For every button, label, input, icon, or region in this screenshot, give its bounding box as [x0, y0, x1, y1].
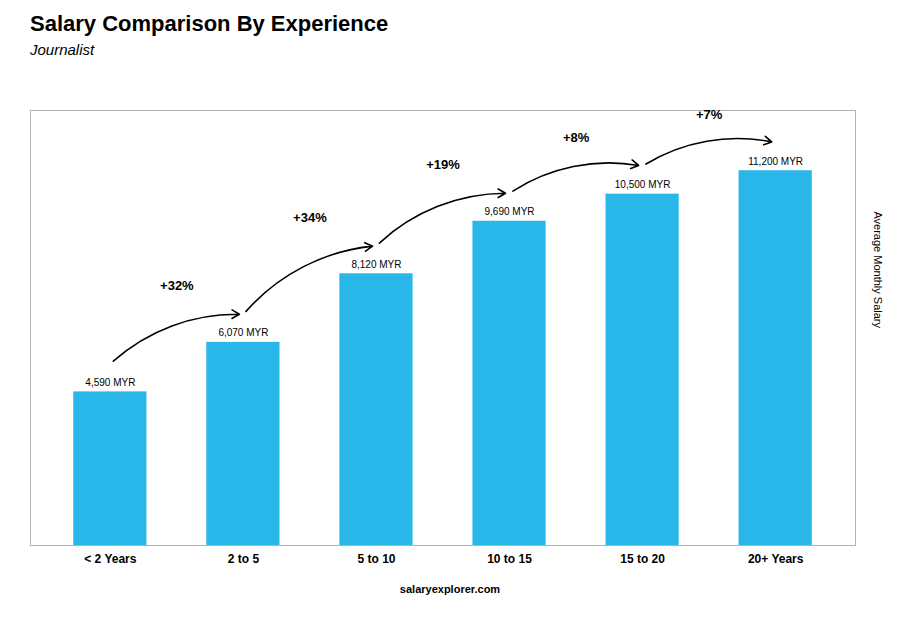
svg-text:4,590 MYR: 4,590 MYR — [85, 377, 135, 388]
svg-text:5 to 10: 5 to 10 — [357, 552, 395, 566]
svg-text:9,690 MYR: 9,690 MYR — [485, 206, 535, 217]
svg-text:11,200 MYR: 11,200 MYR — [748, 156, 803, 167]
svg-text:6,070 MYR: 6,070 MYR — [218, 327, 268, 338]
svg-text:10,500 MYR: 10,500 MYR — [615, 179, 671, 190]
svg-text:+7%: +7% — [696, 107, 723, 122]
svg-text:+19%: +19% — [426, 157, 460, 172]
html-text:Journalist: Journalist — [30, 41, 95, 58]
svg-text:< 2 Years: < 2 Years — [84, 552, 136, 566]
svg-text:15 to 20: 15 to 20 — [620, 552, 665, 566]
svg-text:10 to 15: 10 to 15 — [487, 552, 532, 566]
svg-text:2 to 5: 2 to 5 — [228, 552, 260, 566]
html-text:salaryexplorer.com: salaryexplorer.com — [399, 583, 501, 595]
svg-text:20+ Years: 20+ Years — [748, 552, 804, 566]
svg-text:Average Monthly Salary: Average Monthly Salary — [872, 211, 884, 328]
html-text:Salary Comparison By Experienc: Salary Comparison By Experience — [30, 11, 389, 36]
svg-text:+34%: +34% — [293, 210, 327, 225]
svg-text:+8%: +8% — [563, 130, 590, 145]
svg-text:8,120 MYR: 8,120 MYR — [351, 259, 401, 270]
svg-text:+32%: +32% — [160, 278, 194, 293]
